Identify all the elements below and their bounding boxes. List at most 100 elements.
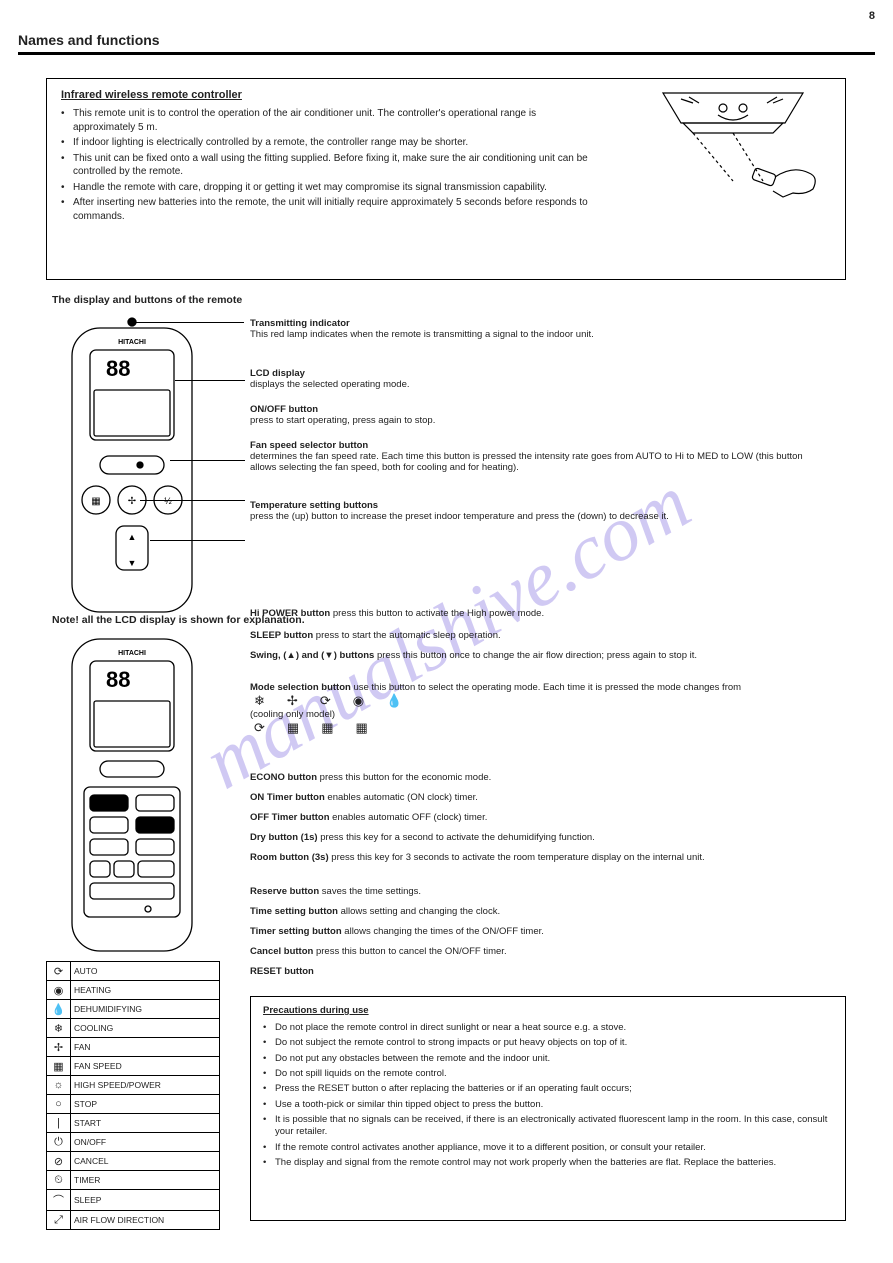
symbol-icon: ⤢ — [47, 1211, 71, 1230]
table-row: ⌒SLEEP — [47, 1190, 220, 1211]
table-row: ⟳AUTO — [47, 962, 220, 981]
svg-text:HITACHI: HITACHI — [118, 650, 146, 657]
section-heading-1: The display and buttons of the remote — [52, 294, 242, 306]
precautions-title: Precautions during use — [263, 1005, 833, 1016]
callout-title: OFF Timer button — [250, 812, 330, 823]
svg-text:✢: ✢ — [128, 496, 136, 507]
precaution-item: It is possible that no signals can be re… — [263, 1114, 833, 1139]
precaution-item: The display and signal from the remote c… — [263, 1157, 833, 1169]
callout-desc: press this button to activate the High p… — [333, 608, 544, 619]
callout-title: Swing, (▲) and (▼) buttons — [250, 650, 374, 661]
symbol-icon: ▦ — [47, 1057, 71, 1076]
callout-title: Timer setting button — [250, 926, 342, 937]
symbol-icon: ⊘ — [47, 1152, 71, 1171]
table-row: ◉HEATING — [47, 981, 220, 1000]
callout-title: RESET button — [250, 966, 314, 977]
symbol-icon: ⏻ — [47, 1133, 71, 1152]
callout-desc: allows changing the times of the ON/OFF … — [344, 926, 544, 937]
table-row: |START — [47, 1114, 220, 1133]
symbol-icon: ⏲ — [47, 1171, 71, 1190]
callout-desc: press to start operating, press again to… — [250, 415, 435, 426]
table-row: ⏻ON/OFF — [47, 1133, 220, 1152]
callout-desc: This red lamp indicates when the remote … — [250, 329, 594, 340]
svg-text:88: 88 — [106, 667, 130, 692]
auto-fan-icon: ⟳ — [254, 720, 287, 735]
header-rule — [18, 52, 875, 55]
precaution-item: Do not subject the remote control to str… — [263, 1037, 833, 1049]
svg-text:▼: ▼ — [128, 558, 137, 568]
symbol-label: START — [71, 1114, 220, 1133]
fan-icon: ✢ — [287, 693, 320, 708]
remote-closed-illustration: HITACHI 88 ▦ ✢ ½ ▲ ▼ — [46, 316, 216, 616]
page-number: 8 — [869, 10, 875, 22]
precaution-item: Press the RESET button o after replacing… — [263, 1083, 833, 1095]
table-row: ❄COOLING — [47, 1019, 220, 1038]
precaution-item: If the remote control activates another … — [263, 1142, 833, 1154]
table-row: ○STOP — [47, 1095, 220, 1114]
auto-icon: ⟳ — [320, 693, 353, 708]
intro-bullet: After inserting new batteries into the r… — [61, 196, 601, 223]
symbol-label: FAN SPEED — [71, 1057, 220, 1076]
symbol-label: TIMER — [71, 1171, 220, 1190]
fan-low-icon: ▦ — [356, 720, 390, 735]
precaution-item: Do not spill liquids on the remote contr… — [263, 1068, 833, 1080]
remote-open-illustration: HITACHI 88 — [46, 635, 216, 955]
symbol-label: AUTO — [71, 962, 220, 981]
table-row: ✢FAN — [47, 1038, 220, 1057]
intro-bullet: This remote unit is to control the opera… — [61, 107, 601, 134]
svg-text:½: ½ — [164, 496, 172, 506]
table-row: ⤢AIR FLOW DIRECTION — [47, 1211, 220, 1230]
callout-title: Dry button (1s) — [250, 832, 318, 843]
callout-title: LCD display — [250, 368, 305, 379]
table-row: ⏲TIMER — [47, 1171, 220, 1190]
precautions-list: Do not place the remote control in direc… — [263, 1022, 833, 1169]
symbol-icon: ✢ — [47, 1038, 71, 1057]
callout-desc: allows setting and changing the clock. — [341, 906, 501, 917]
symbol-label: STOP — [71, 1095, 220, 1114]
callout-title: ECONO button — [250, 772, 317, 783]
intro-box: Infrared wireless remote controller This… — [46, 78, 846, 280]
symbol-icon: ❄ — [47, 1019, 71, 1038]
symbol-label: AIR FLOW DIRECTION — [71, 1211, 220, 1230]
precautions-box: Precautions during use Do not place the … — [250, 996, 846, 1221]
symbol-label: SLEEP — [71, 1190, 220, 1211]
intro-bullets: This remote unit is to control the opera… — [61, 107, 601, 223]
ceiling-unit-illustration — [633, 85, 833, 205]
svg-text:HITACHI: HITACHI — [118, 339, 146, 346]
table-row: ▦FAN SPEED — [47, 1057, 220, 1076]
svg-text:▦: ▦ — [91, 496, 100, 507]
symbol-label: ON/OFF — [71, 1133, 220, 1152]
callout-title: ON Timer button — [250, 792, 325, 803]
callout-desc: press the (up) button to increase the pr… — [250, 511, 669, 522]
table-row: 💧DEHUMIDIFYING — [47, 1000, 220, 1019]
callout-title: ON/OFF button — [250, 404, 318, 415]
callout-desc: saves the time settings. — [322, 886, 421, 897]
symbol-icon: ⌒ — [47, 1190, 71, 1211]
svg-text:88: 88 — [106, 356, 130, 381]
fan-med-icon: ▦ — [321, 720, 355, 735]
callout-desc2: (cooling only model) — [250, 709, 335, 720]
callout-title: Reserve button — [250, 886, 319, 897]
callout-desc: use this button to select the operating … — [353, 682, 741, 693]
symbol-label: FAN — [71, 1038, 220, 1057]
callout-desc: press this key for 3 seconds to activate… — [331, 852, 704, 863]
svg-text:▲: ▲ — [128, 532, 137, 542]
callout-desc: displays the selected operating mode. — [250, 379, 410, 390]
intro-bullet: If indoor lighting is electrically contr… — [61, 136, 601, 150]
symbol-icon: ☼ — [47, 1076, 71, 1095]
symbol-label: HIGH SPEED/POWER — [71, 1076, 220, 1095]
callout-desc: press this button for the economic mode. — [320, 772, 492, 783]
symbol-table: ⟳AUTO ◉HEATING 💧DEHUMIDIFYING ❄COOLING ✢… — [46, 961, 220, 1230]
cool-icon: ❄ — [254, 693, 287, 708]
callout-desc: enables automatic OFF (clock) timer. — [332, 812, 487, 823]
precaution-item: Do not put any obstacles between the rem… — [263, 1053, 833, 1065]
mode-icon-row: ❄✢⟳◉💧 — [254, 693, 424, 708]
symbol-icon: 💧 — [47, 1000, 71, 1019]
callout-title: Temperature setting buttons — [250, 500, 378, 511]
symbol-icon: ◉ — [47, 981, 71, 1000]
callout-desc: press this button once to change the air… — [377, 650, 697, 661]
callout-desc: press to start the automatic sleep opera… — [316, 630, 501, 641]
symbol-icon: ○ — [47, 1095, 71, 1114]
callout-desc: press this key for a second to activate … — [320, 832, 595, 843]
fan-icon-row: ⟳▦▦▦ — [254, 720, 390, 735]
